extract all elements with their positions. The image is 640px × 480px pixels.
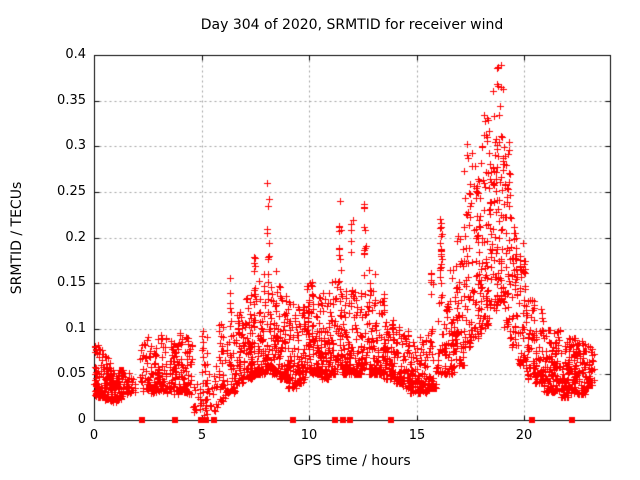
y-tick-label: 0.05 bbox=[57, 366, 86, 381]
y-tick-label: 0 bbox=[77, 412, 86, 427]
x-tick-label: 20 bbox=[515, 428, 533, 443]
y-tick-label: 0.1 bbox=[65, 321, 86, 336]
y-tick-label: 0.15 bbox=[57, 275, 86, 290]
x-axis-label: GPS time / hours bbox=[293, 453, 411, 469]
y-tick-label: 0.2 bbox=[65, 230, 86, 245]
y-tick-label: 0.25 bbox=[57, 184, 86, 199]
y-tick-label: 0.3 bbox=[65, 138, 86, 153]
x-tick-label: 5 bbox=[197, 428, 207, 443]
chart-title: Day 304 of 2020, SRMTID for receiver win… bbox=[200, 17, 504, 33]
y-tick-label: 0.35 bbox=[57, 93, 86, 108]
y-tick-label: 0.4 bbox=[65, 47, 86, 62]
x-tick-label: 0 bbox=[89, 428, 99, 443]
x-tick-label: 15 bbox=[408, 428, 426, 443]
x-tick-label: 10 bbox=[300, 428, 318, 443]
